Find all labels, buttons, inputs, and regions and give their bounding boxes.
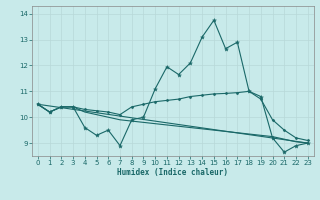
X-axis label: Humidex (Indice chaleur): Humidex (Indice chaleur)	[117, 168, 228, 177]
